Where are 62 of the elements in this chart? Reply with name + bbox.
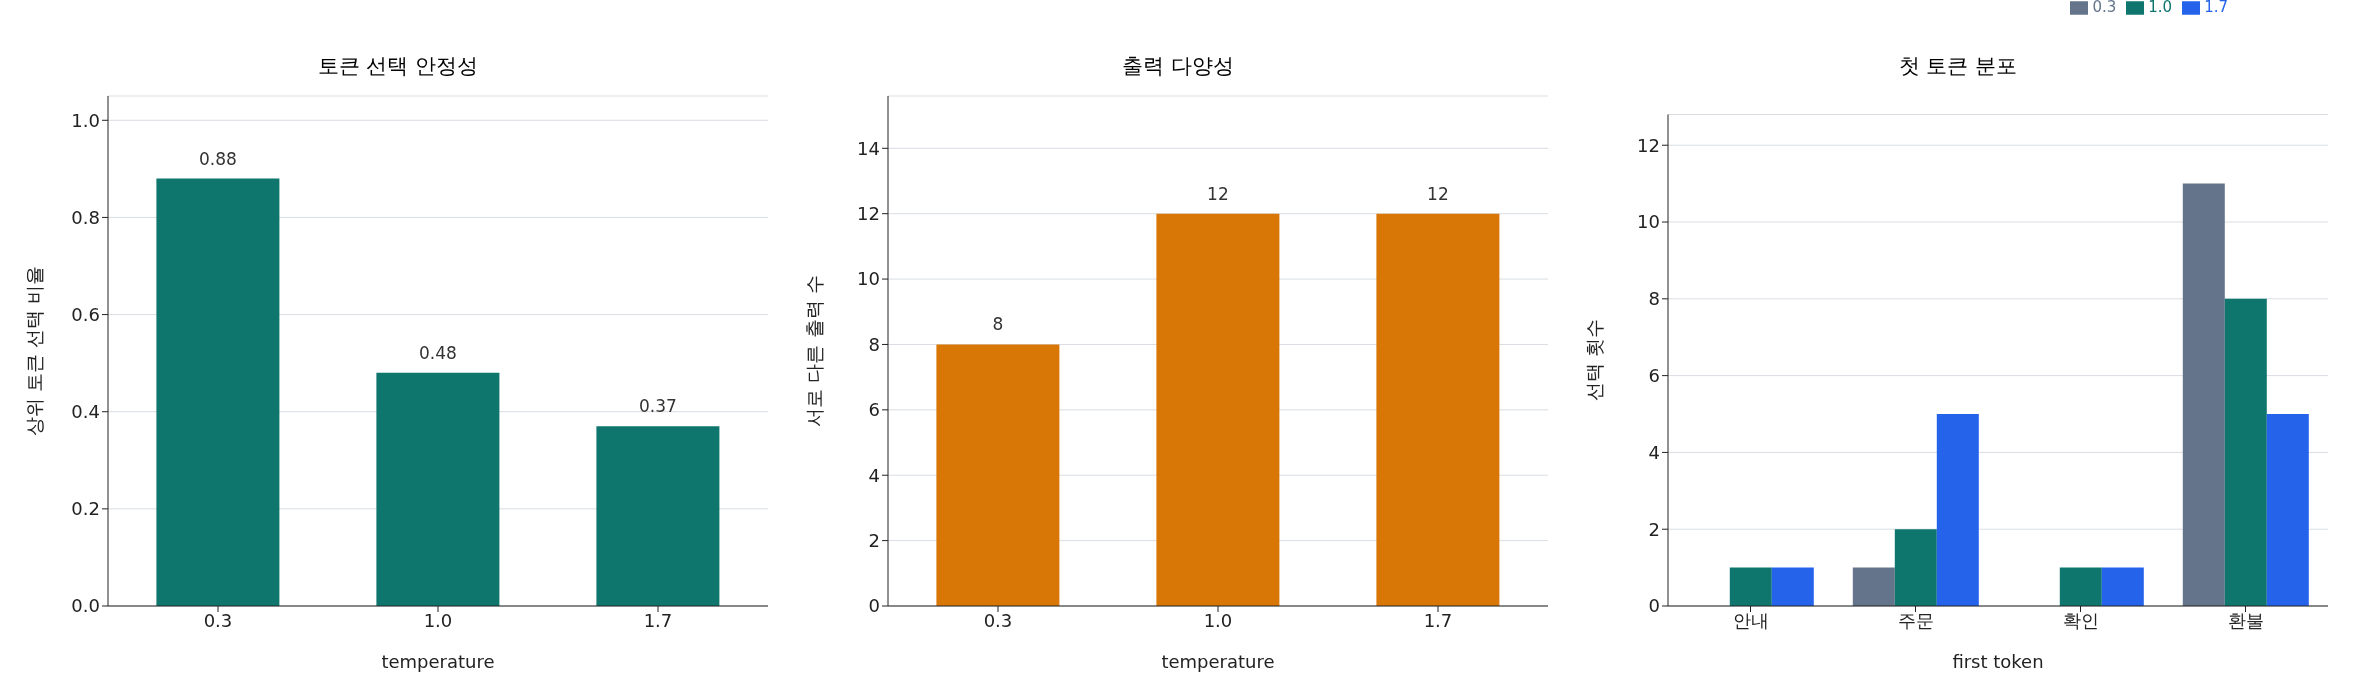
x-axis-title: first token [1952, 651, 2044, 672]
bar [1852, 567, 1895, 606]
y-tick-label: 8 [868, 333, 880, 355]
bar [376, 372, 500, 606]
y-tick-label: 12 [1637, 134, 1660, 156]
y-tick-label: 0 [1648, 595, 1660, 617]
y-tick-label: 14 [857, 137, 880, 159]
y-tick-label: 2 [868, 530, 880, 552]
bar [1729, 567, 1772, 606]
y-tick-label: 4 [1648, 441, 1660, 463]
bar [1894, 529, 1937, 606]
y-tick-label: 0.0 [71, 595, 100, 617]
bar [1771, 567, 1814, 606]
bar [2266, 414, 2309, 606]
x-tick-label: 0.3 [203, 609, 233, 631]
bar [596, 426, 720, 606]
y-tick-label: 4 [868, 464, 880, 486]
data-label: 12 [1427, 183, 1449, 204]
y-tick-label: 6 [1648, 365, 1660, 386]
chart-title: 첫 토큰 분포 [1897, 53, 2019, 80]
data-label: 8 [992, 314, 1004, 335]
y-axis-title: 서로 다른 출력 수 [802, 275, 825, 427]
x-tick-label: 1.0 [423, 609, 453, 631]
x-tick-label: 안내 [1732, 609, 1769, 631]
data-label: 12 [1207, 183, 1229, 204]
y-tick-label: 0.4 [71, 401, 100, 423]
x-tick-label: 1.7 [1423, 609, 1453, 631]
bar [2101, 567, 2144, 606]
x-axis-title: temperature [1161, 651, 1275, 672]
legend-label: 0.3 [2092, 0, 2117, 16]
chart-title: 출력 다양성 [1121, 53, 1235, 80]
x-tick-label: 0.3 [983, 609, 1013, 631]
x-axis-title: temperature [381, 651, 495, 672]
x-tick-label: 주문 [1897, 609, 1934, 631]
y-tick-label: 6 [868, 399, 880, 421]
y-axis-title: 상위 토큰 선택 비율 [22, 265, 45, 437]
legend-label: 1.0 [2148, 0, 2173, 16]
bar [2224, 298, 2267, 606]
y-tick-label: 0.8 [71, 206, 100, 228]
y-axis-title: 선택 횟수 [1582, 319, 1605, 402]
y-tick-label: 2 [1648, 518, 1660, 540]
bar [2182, 183, 2225, 606]
legend-label: 1.7 [2204, 0, 2228, 16]
x-tick-label: 1.7 [643, 609, 673, 631]
bar [1936, 414, 1979, 606]
y-tick-label: 0 [868, 595, 880, 617]
chart-title: 토큰 선택 안정성 [316, 53, 480, 80]
data-label: 0.88 [198, 148, 237, 169]
bar [156, 178, 280, 606]
y-tick-label: 1.0 [71, 109, 100, 131]
y-tick-label: 12 [857, 203, 880, 225]
y-tick-label: 10 [1637, 211, 1660, 233]
x-tick-label: 확인 [2062, 609, 2099, 631]
x-tick-label: 환불 [2227, 609, 2264, 631]
data-label: 0.48 [418, 342, 457, 363]
data-label: 0.37 [638, 396, 677, 417]
y-tick-label: 0.2 [71, 498, 100, 520]
y-tick-label: 0.6 [71, 303, 100, 325]
y-tick-label: 8 [1648, 288, 1660, 310]
y-tick-label: 10 [857, 268, 880, 290]
bar [2059, 567, 2102, 606]
x-tick-label: 1.0 [1203, 609, 1233, 631]
